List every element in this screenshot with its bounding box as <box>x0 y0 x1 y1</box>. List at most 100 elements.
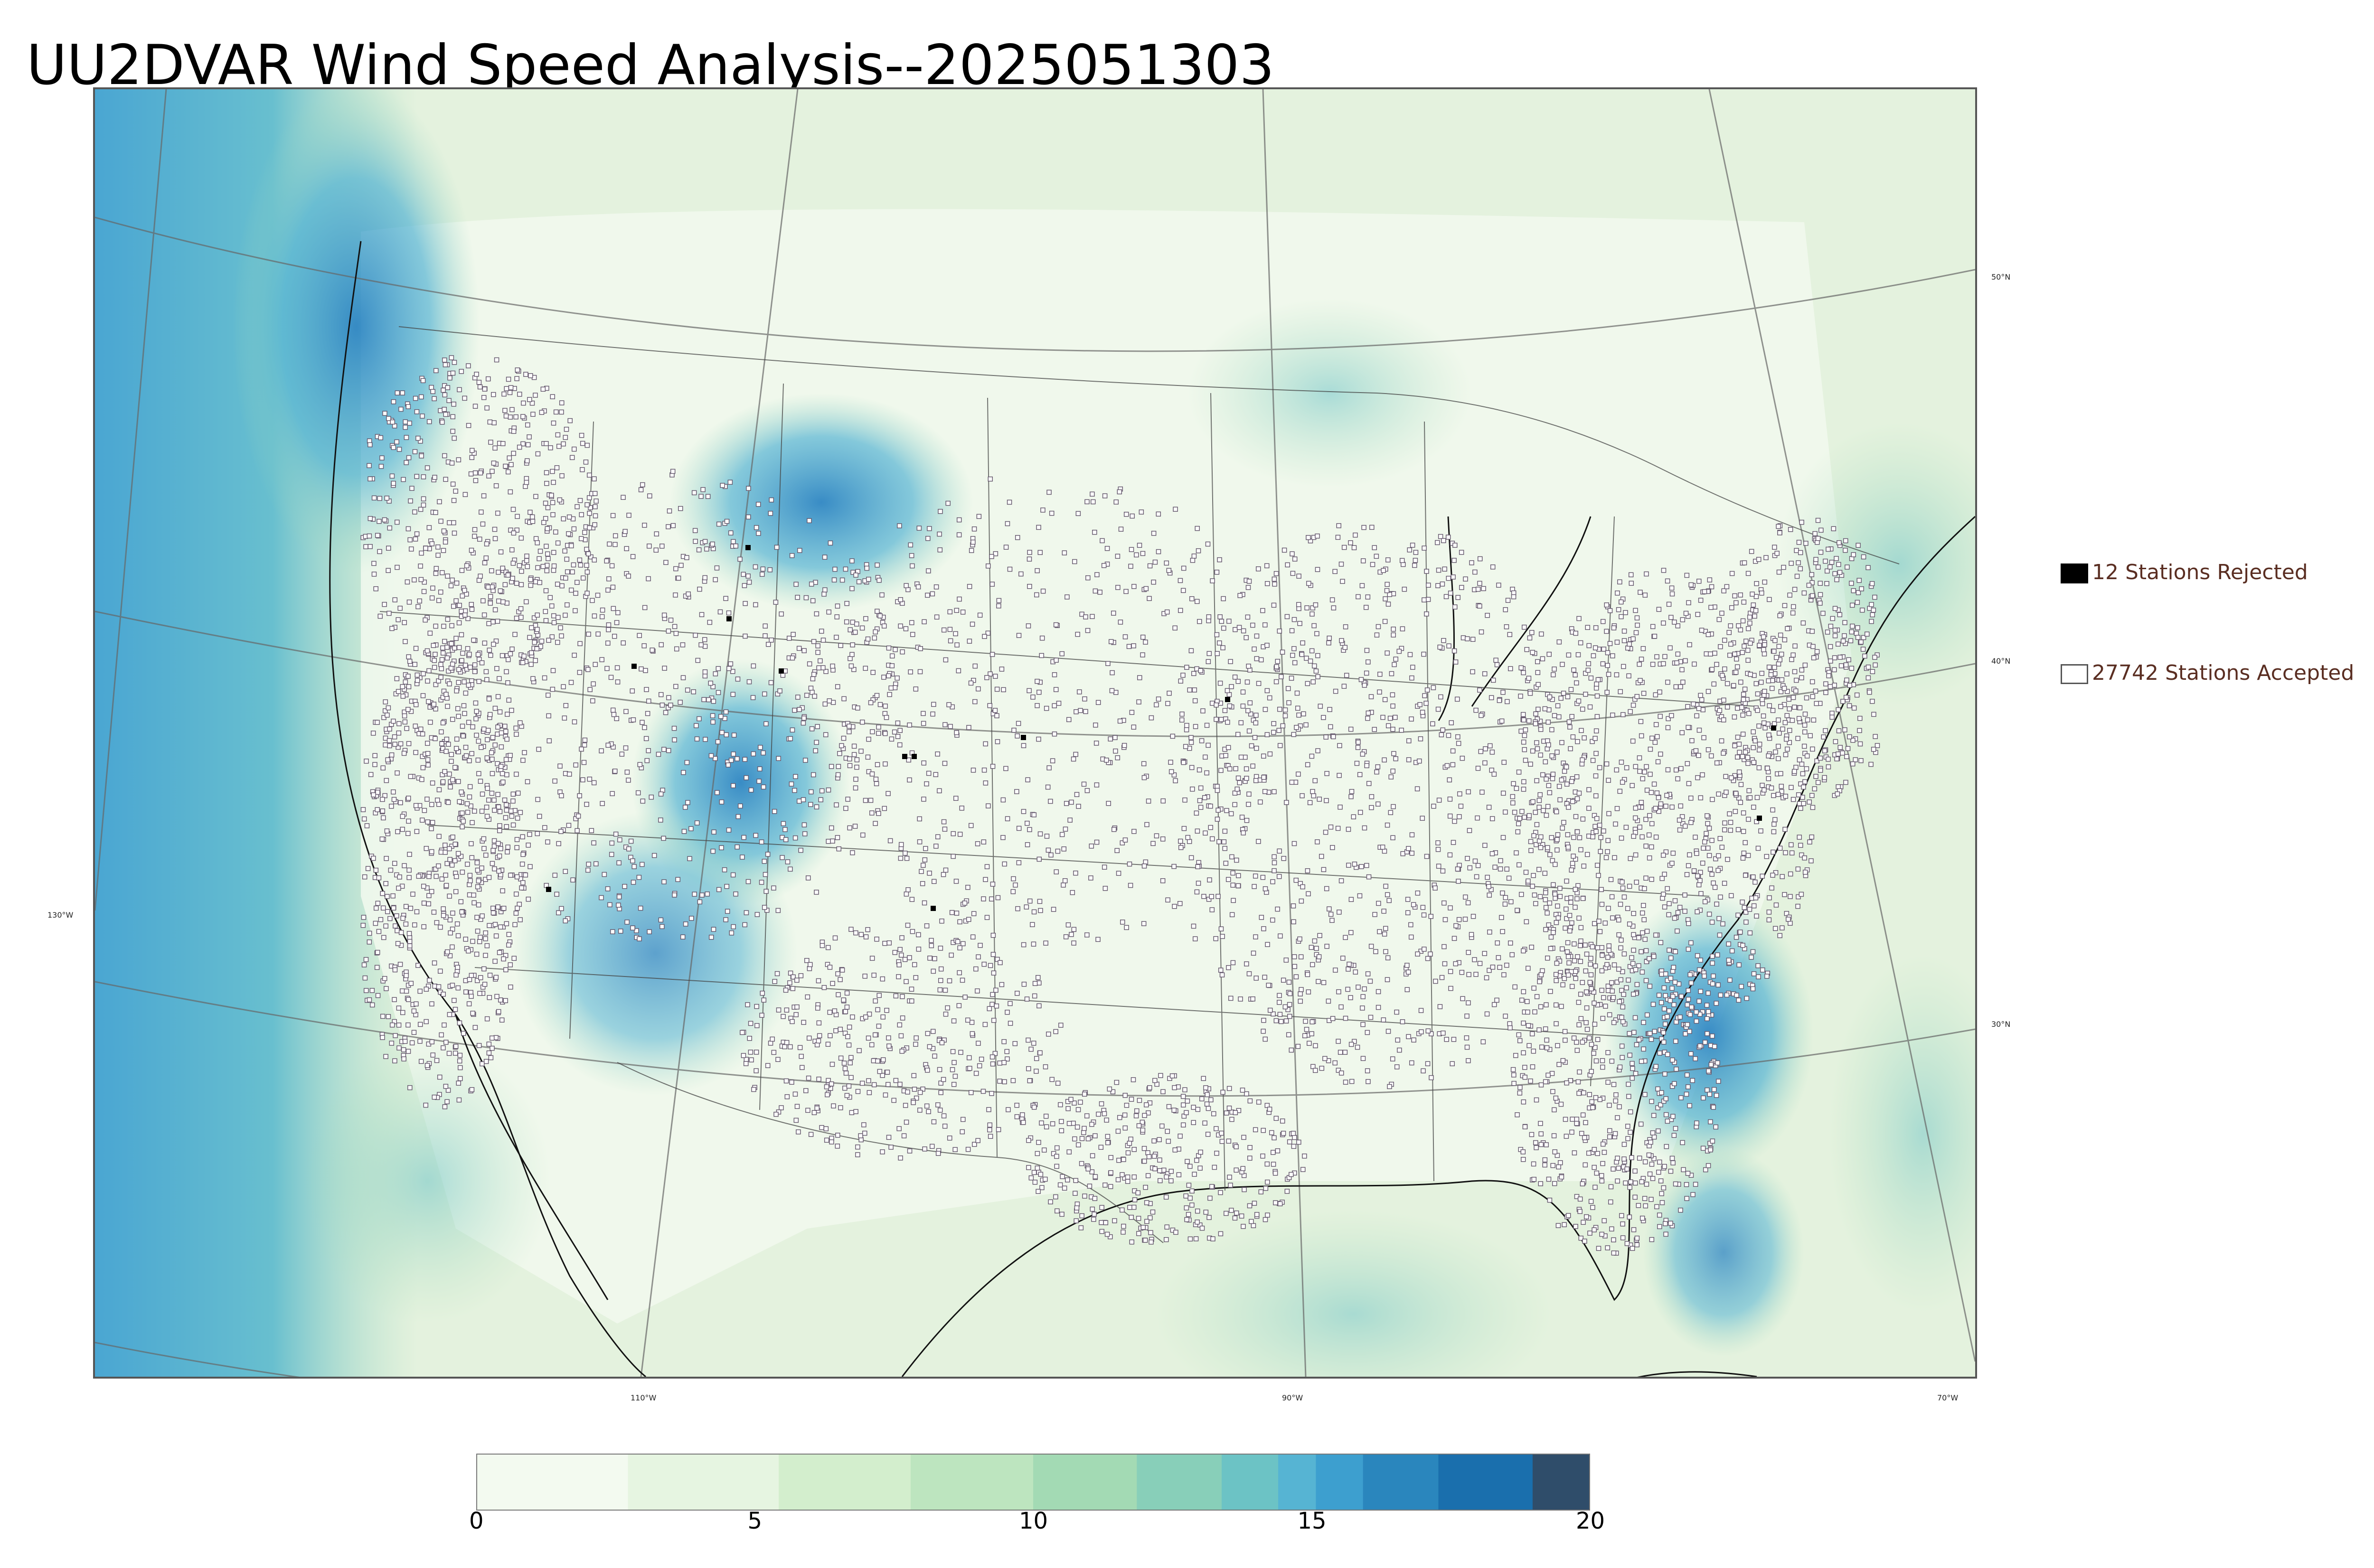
accepted-station-marker <box>786 636 792 641</box>
accepted-station-marker <box>1436 798 1442 803</box>
accepted-station-marker <box>606 576 612 582</box>
accepted-station-marker <box>407 537 413 543</box>
accepted-station-marker <box>1503 1014 1508 1019</box>
accepted-station-marker <box>815 649 820 655</box>
accepted-station-marker <box>1611 962 1617 967</box>
accepted-station-marker <box>1465 856 1470 861</box>
accepted-station-marker <box>1250 622 1255 628</box>
accepted-station-marker <box>1085 575 1091 581</box>
accepted-station-marker <box>370 1002 375 1008</box>
accepted-station-marker <box>1253 778 1259 783</box>
accepted-station-marker <box>1639 1215 1645 1221</box>
accepted-station-marker <box>391 445 396 450</box>
accepted-station-marker <box>858 749 864 754</box>
accepted-station-marker <box>1637 755 1642 761</box>
accepted-station-marker <box>386 568 391 573</box>
accepted-station-marker <box>1802 855 1807 861</box>
accepted-station-marker <box>1693 835 1698 840</box>
accepted-station-marker <box>1686 600 1691 605</box>
accepted-station-marker <box>535 831 540 836</box>
accepted-station-marker <box>1682 909 1687 914</box>
accepted-station-marker <box>1318 704 1323 709</box>
accepted-station-marker <box>1754 819 1759 825</box>
accepted-station-marker <box>681 770 686 775</box>
accepted-station-marker <box>1084 499 1090 505</box>
accepted-station-marker <box>710 541 715 547</box>
accepted-station-marker <box>387 726 392 732</box>
accepted-station-marker <box>1310 962 1315 967</box>
accepted-station-marker <box>1331 605 1337 610</box>
accepted-station-marker <box>691 490 697 496</box>
accepted-station-marker <box>809 789 814 795</box>
accepted-station-marker <box>1141 775 1147 780</box>
accepted-station-marker <box>1501 790 1506 796</box>
accepted-station-marker <box>1518 892 1524 897</box>
accepted-station-marker <box>1764 854 1770 859</box>
accepted-station-marker <box>1490 564 1496 570</box>
accepted-station-marker <box>1703 1167 1708 1173</box>
accepted-station-marker <box>1333 967 1338 973</box>
accepted-station-marker <box>380 1035 385 1040</box>
accepted-station-marker <box>723 596 728 601</box>
accepted-station-marker <box>535 451 541 457</box>
accepted-station-marker <box>1630 961 1636 967</box>
accepted-station-marker <box>495 904 500 910</box>
accepted-station-marker <box>1658 1000 1664 1005</box>
accepted-station-marker <box>723 917 728 922</box>
accepted-station-marker <box>1048 1199 1053 1205</box>
accepted-station-marker <box>543 500 548 506</box>
accepted-station-marker <box>874 693 880 698</box>
accepted-station-marker <box>1639 733 1644 739</box>
accepted-station-marker <box>624 920 630 925</box>
accepted-station-marker <box>436 802 442 807</box>
accepted-station-marker <box>1585 625 1591 630</box>
accepted-station-marker <box>563 918 568 924</box>
accepted-station-marker <box>1294 725 1299 730</box>
accepted-station-marker <box>1283 1018 1289 1023</box>
accepted-station-marker <box>1630 1061 1635 1066</box>
accepted-station-marker <box>405 1049 411 1054</box>
accepted-station-marker <box>1616 917 1621 923</box>
accepted-station-marker <box>417 1039 423 1044</box>
accepted-station-marker <box>612 542 618 547</box>
wind-speed-map[interactable] <box>93 87 1977 1379</box>
accepted-station-marker <box>1616 607 1621 612</box>
accepted-station-marker <box>1281 547 1287 553</box>
accepted-station-marker <box>1669 861 1675 866</box>
accepted-station-marker <box>1254 633 1260 639</box>
accepted-station-marker <box>1250 996 1255 1002</box>
accepted-station-marker <box>1184 665 1189 670</box>
accepted-station-marker <box>1317 797 1322 802</box>
accepted-station-marker <box>1578 1235 1584 1241</box>
accepted-station-marker <box>602 872 607 877</box>
accepted-station-marker <box>801 720 806 726</box>
accepted-station-marker <box>886 673 891 678</box>
accepted-station-marker <box>863 666 868 671</box>
accepted-station-marker <box>702 539 708 544</box>
accepted-station-marker <box>1442 917 1448 922</box>
accepted-station-marker <box>650 648 655 653</box>
accepted-station-marker <box>1504 866 1509 872</box>
accepted-station-marker <box>456 620 462 626</box>
accepted-station-marker <box>1657 1212 1662 1218</box>
accepted-station-marker <box>1649 821 1655 826</box>
accepted-station-marker <box>852 629 858 635</box>
accepted-station-marker <box>467 977 472 982</box>
accepted-station-marker <box>1617 1104 1622 1109</box>
accepted-station-marker <box>1650 1002 1656 1007</box>
accepted-station-marker <box>971 911 977 916</box>
accepted-station-marker <box>1652 1029 1658 1034</box>
accepted-station-marker <box>1122 1112 1128 1118</box>
accepted-station-marker <box>1494 662 1500 667</box>
accepted-station-marker <box>497 709 503 714</box>
accepted-station-marker <box>492 526 498 532</box>
accepted-station-marker <box>500 565 505 571</box>
accepted-station-marker <box>1423 701 1429 706</box>
accepted-station-marker <box>413 723 418 729</box>
accepted-station-marker <box>1746 626 1751 631</box>
accepted-station-marker <box>1568 746 1573 751</box>
accepted-station-marker <box>1639 1179 1645 1184</box>
accepted-station-marker <box>1131 643 1136 648</box>
accepted-station-marker <box>622 529 628 534</box>
accepted-station-marker <box>1670 850 1676 856</box>
